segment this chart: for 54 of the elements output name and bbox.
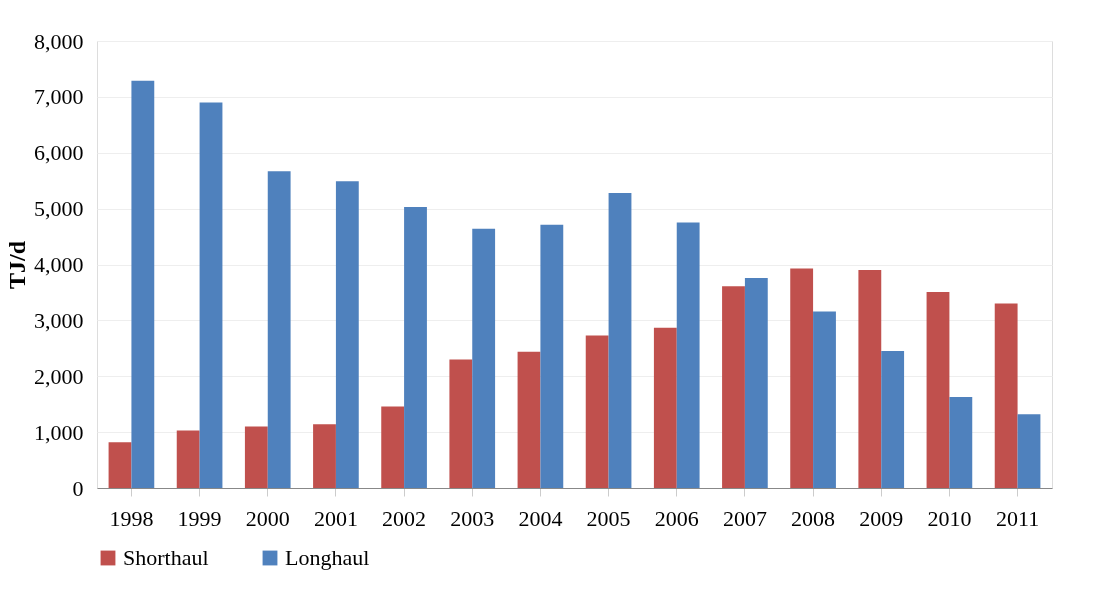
bar — [199, 102, 223, 488]
x-tick-label: 2006 — [654, 505, 699, 531]
x-tick-label: 2011 — [995, 505, 1040, 531]
x-tick-label: 1999 — [177, 505, 222, 531]
x-tick-label: 2005 — [586, 505, 631, 531]
bar — [131, 80, 155, 488]
y-axis-title: TJ/d — [4, 240, 30, 290]
x-tick-label: 2001 — [313, 505, 358, 531]
bar — [858, 270, 882, 488]
x-tick-label: 2009 — [859, 505, 904, 531]
legend-label: Shorthaul — [123, 545, 209, 570]
bar — [472, 228, 496, 488]
bar — [722, 286, 745, 488]
y-tick-label: 3,000 — [34, 307, 84, 333]
bar — [517, 351, 541, 488]
x-tick-label: 1998 — [109, 505, 154, 531]
bar — [676, 222, 700, 488]
bar — [404, 206, 427, 488]
x-tick-label: 2003 — [450, 505, 495, 531]
y-tick-label: 0 — [72, 475, 84, 501]
bar — [267, 171, 291, 488]
x-tick-label: 2007 — [722, 505, 767, 531]
bar — [608, 192, 632, 488]
y-tick-label: 8,000 — [34, 28, 84, 54]
bar — [381, 406, 405, 488]
x-tick-label: 2008 — [791, 505, 836, 531]
x-tick-label: 2004 — [518, 505, 563, 531]
y-tick-label: 6,000 — [34, 140, 84, 166]
bar — [244, 426, 268, 488]
bar — [926, 291, 950, 488]
bar — [335, 181, 359, 488]
legend-label: Longhaul — [285, 545, 370, 570]
x-tick-label: 2000 — [245, 505, 290, 531]
x-tick-label: 2002 — [382, 505, 427, 531]
x-tick-label: 2010 — [927, 505, 972, 531]
bar — [585, 335, 609, 488]
bar — [813, 311, 836, 488]
y-tick-label: 4,000 — [34, 252, 84, 277]
bar — [653, 327, 677, 488]
bar — [994, 303, 1018, 488]
y-tick-label: 7,000 — [34, 84, 84, 110]
bar — [744, 277, 768, 488]
bar — [108, 442, 132, 488]
y-tick-label: 5,000 — [34, 196, 84, 222]
bar — [949, 396, 973, 488]
bar — [449, 359, 473, 488]
bar — [313, 424, 336, 488]
bar — [1017, 414, 1041, 488]
bar — [881, 351, 905, 488]
y-tick-label: 1,000 — [34, 419, 84, 445]
y-tick-label: 2,000 — [34, 363, 84, 389]
bar — [176, 430, 200, 488]
bar — [790, 268, 814, 488]
bar — [540, 224, 564, 488]
